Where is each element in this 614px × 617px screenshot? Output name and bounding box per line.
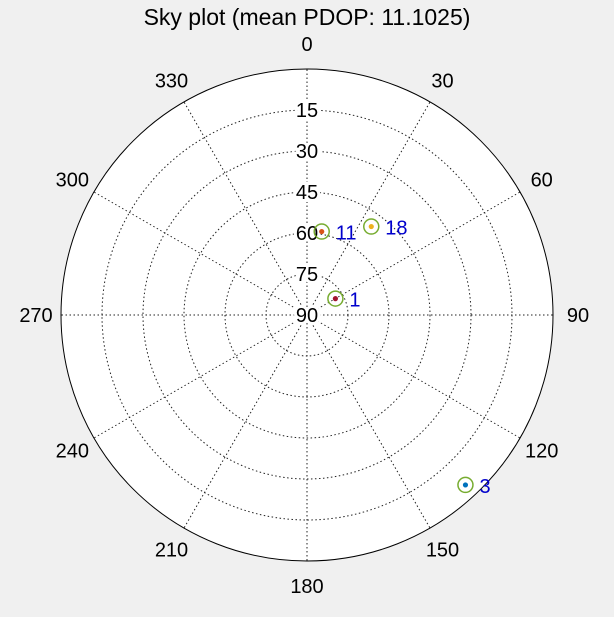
elevation-tick-label: 30 (296, 141, 318, 163)
azimuth-tick-label: 30 (431, 70, 453, 92)
satellite-marker (319, 228, 325, 235)
satellite-ring (327, 290, 344, 307)
azimuth-tick-label: 330 (155, 70, 188, 92)
elevation-ring (224, 232, 390, 398)
elevation-tick-label: 45 (296, 182, 318, 204)
azimuth-tick-label: 240 (56, 441, 89, 463)
elevation-tick-label: 90 (296, 305, 318, 327)
elevation-tick-label: 60 (296, 223, 318, 245)
azimuth-spoke (306, 101, 431, 316)
azimuth-spoke (306, 314, 431, 529)
satellite-label: 18 (385, 218, 407, 240)
azimuth-spoke (93, 191, 308, 316)
azimuth-tick-label: 150 (426, 540, 459, 562)
chart-title: Sky plot (mean PDOP: 11.1025) (143, 4, 471, 30)
azimuth-tick-label: 270 (19, 305, 52, 327)
satellite-ring (457, 476, 474, 494)
azimuth-tick-label: 0 (301, 34, 312, 56)
outer-ring (60, 68, 554, 562)
azimuth-tick-label: 60 (531, 170, 553, 192)
satellite-label: 1 (349, 290, 360, 312)
satellite-marker (462, 482, 469, 488)
azimuth-spoke (183, 101, 308, 316)
azimuth-spoke (93, 314, 308, 439)
satellite-ring (313, 223, 330, 240)
azimuth-spoke (306, 314, 521, 439)
azimuth-tick-label: 210 (155, 540, 188, 562)
azimuth-tick-label: 90 (567, 305, 589, 327)
satellite-label: 3 (479, 476, 490, 498)
satellite-ring (363, 218, 380, 235)
satellite-label: 11 (336, 223, 357, 245)
elevation-ring (183, 191, 431, 439)
satellite-marker (368, 223, 374, 230)
azimuth-tick-label: 300 (56, 170, 89, 192)
satellite-marker (332, 296, 339, 302)
elevation-tick-label: 75 (296, 264, 318, 286)
azimuth-tick-label: 180 (290, 576, 323, 598)
azimuth-spoke (183, 314, 308, 529)
azimuth-tick-label: 120 (525, 441, 558, 463)
elevation-tick-label: 15 (296, 100, 318, 122)
